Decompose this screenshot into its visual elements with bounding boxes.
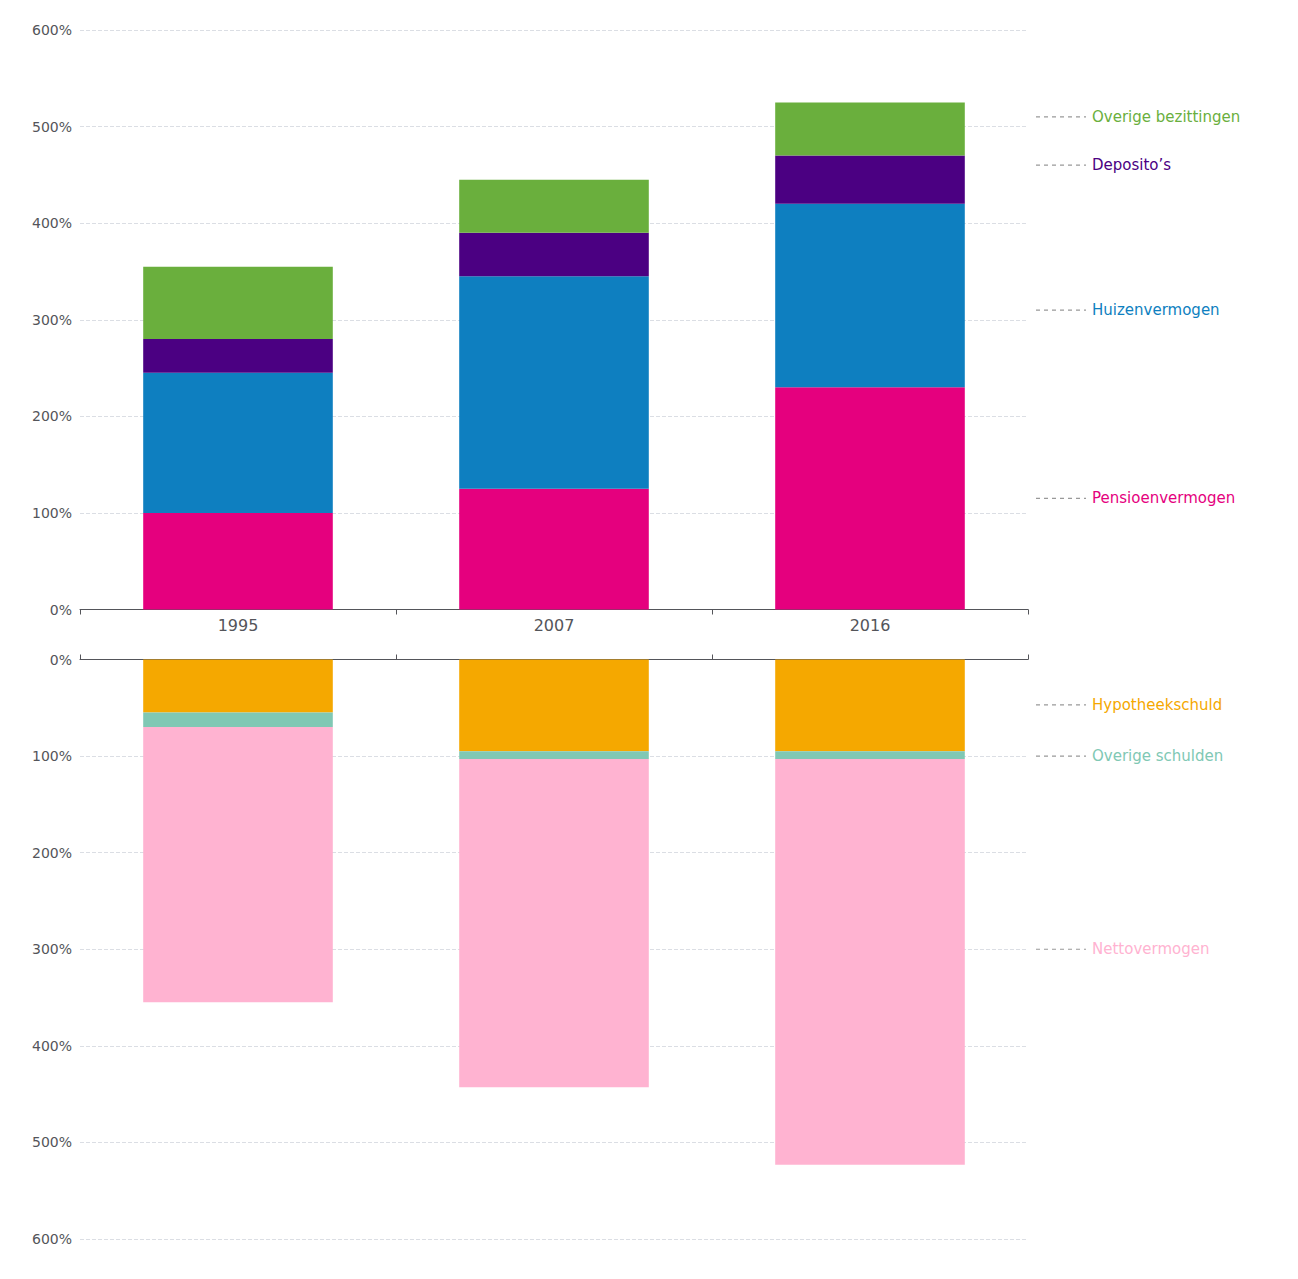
svg-text:Nettovermogen: Nettovermogen xyxy=(1092,940,1209,958)
svg-text:500%: 500% xyxy=(32,119,72,135)
svg-text:400%: 400% xyxy=(32,1038,72,1054)
svg-text:Huizenvermogen: Huizenvermogen xyxy=(1092,301,1220,319)
svg-text:100%: 100% xyxy=(32,748,72,764)
svg-text:0%: 0% xyxy=(50,602,72,618)
svg-text:600%: 600% xyxy=(32,1231,72,1247)
svg-text:Overige bezittingen: Overige bezittingen xyxy=(1092,108,1240,126)
svg-text:0%: 0% xyxy=(50,652,72,668)
svg-text:200%: 200% xyxy=(32,845,72,861)
svg-text:2007: 2007 xyxy=(534,616,575,635)
svg-text:Hypotheekschuld: Hypotheekschuld xyxy=(1092,696,1222,714)
svg-text:100%: 100% xyxy=(32,505,72,521)
svg-text:600%: 600% xyxy=(32,22,72,38)
svg-text:500%: 500% xyxy=(32,1134,72,1150)
svg-text:1995: 1995 xyxy=(218,616,259,635)
svg-text:400%: 400% xyxy=(32,215,72,231)
svg-text:200%: 200% xyxy=(32,408,72,424)
svg-text:300%: 300% xyxy=(32,941,72,957)
svg-text:Pensioenvermogen: Pensioenvermogen xyxy=(1092,489,1235,507)
svg-text:Deposito’s: Deposito’s xyxy=(1092,156,1171,174)
svg-text:300%: 300% xyxy=(32,312,72,328)
svg-text:Overige schulden: Overige schulden xyxy=(1092,747,1223,765)
svg-text:2016: 2016 xyxy=(850,616,891,635)
